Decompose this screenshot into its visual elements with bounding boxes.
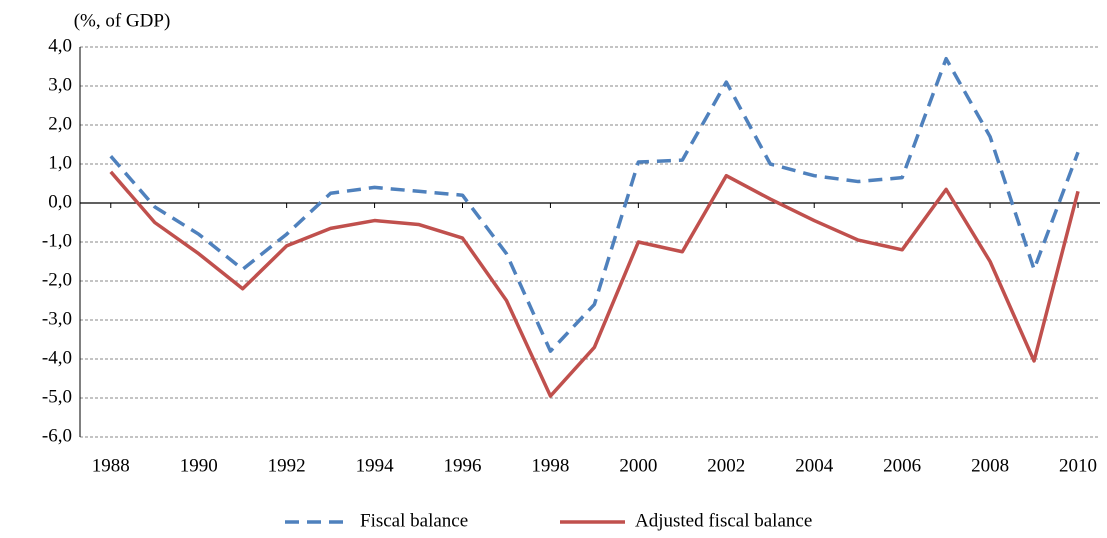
x-tick-label: 1992 bbox=[268, 455, 306, 476]
legend-label: Fiscal balance bbox=[360, 510, 468, 531]
y-tick-label: -6,0 bbox=[42, 425, 72, 446]
x-tick-label: 2000 bbox=[619, 455, 657, 476]
x-tick-label: 2010 bbox=[1059, 455, 1097, 476]
y-tick-label: -3,0 bbox=[42, 308, 72, 329]
x-tick-label: 2002 bbox=[707, 455, 745, 476]
x-tick-label: 2004 bbox=[795, 455, 834, 476]
y-tick-label: 2,0 bbox=[48, 113, 72, 134]
y-tick-label: 4,0 bbox=[48, 35, 72, 56]
y-tick-label: -5,0 bbox=[42, 386, 72, 407]
x-tick-label: 1994 bbox=[356, 455, 395, 476]
series-line bbox=[109, 170, 1080, 398]
x-tick-label: 1990 bbox=[180, 455, 218, 476]
x-tick-label: 1998 bbox=[531, 455, 569, 476]
y-tick-label: -4,0 bbox=[42, 347, 72, 368]
y-tick-label: 1,0 bbox=[48, 152, 72, 173]
series-line bbox=[109, 56, 1080, 353]
y-unit-label: (%, of GDP) bbox=[74, 10, 171, 31]
legend-label: Adjusted fiscal balance bbox=[635, 510, 812, 531]
y-tick-label: -2,0 bbox=[42, 269, 72, 290]
y-tick-label: -1,0 bbox=[42, 230, 72, 251]
x-tick-label: 1988 bbox=[92, 455, 130, 476]
x-tick-label: 1996 bbox=[444, 455, 482, 476]
x-tick-label: 2008 bbox=[971, 455, 1009, 476]
y-tick-label: 0,0 bbox=[48, 191, 72, 212]
y-tick-label: 3,0 bbox=[48, 74, 72, 95]
x-tick-label: 2006 bbox=[883, 455, 921, 476]
